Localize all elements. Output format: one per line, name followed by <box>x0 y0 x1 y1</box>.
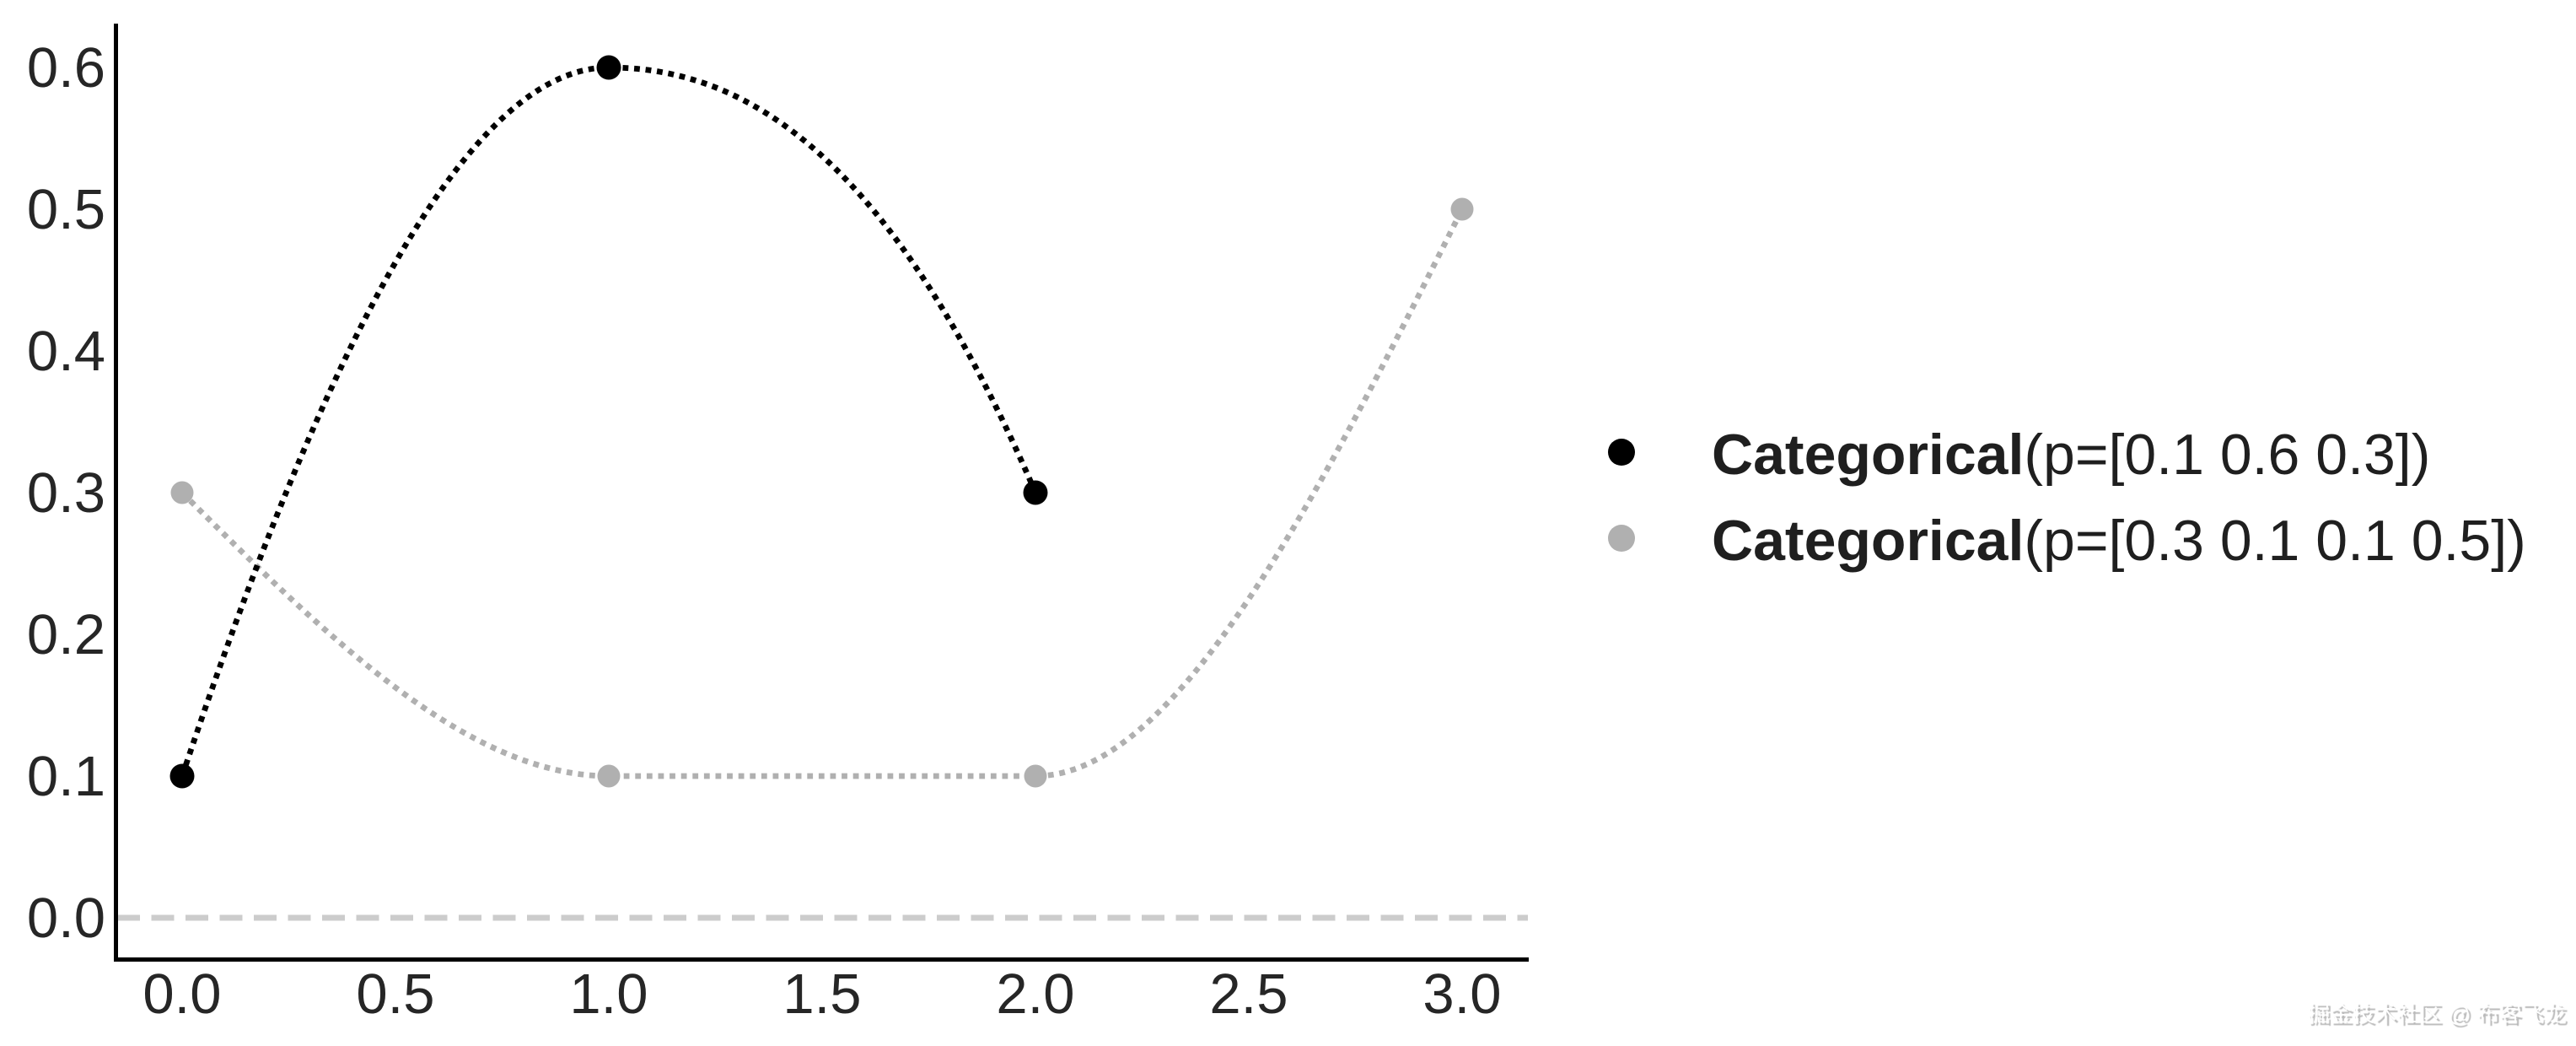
svg-text:0.1: 0.1 <box>27 745 105 808</box>
svg-text:0.6: 0.6 <box>27 36 105 100</box>
svg-text:0.3: 0.3 <box>27 461 105 525</box>
svg-text:0.0: 0.0 <box>27 887 105 950</box>
svg-text:1.0: 1.0 <box>569 962 648 1026</box>
svg-text:0.5: 0.5 <box>356 962 434 1026</box>
svg-text:0.2: 0.2 <box>27 603 105 666</box>
svg-text:2.5: 2.5 <box>1209 962 1288 1026</box>
svg-text:1.5: 1.5 <box>782 962 861 1026</box>
svg-text:0.5: 0.5 <box>27 178 105 241</box>
svg-text:0.0: 0.0 <box>143 962 221 1026</box>
svg-text:0.4: 0.4 <box>27 320 105 383</box>
svg-text:Categorical(p=[0.1 0.6 0.3]): Categorical(p=[0.1 0.6 0.3]) <box>1712 423 2430 487</box>
svg-text:3.0: 3.0 <box>1422 962 1501 1026</box>
svg-text:Categorical(p=[0.3 0.1 0.1 0.5: Categorical(p=[0.3 0.1 0.1 0.5]) <box>1712 509 2526 573</box>
svg-text:2.0: 2.0 <box>996 962 1074 1026</box>
